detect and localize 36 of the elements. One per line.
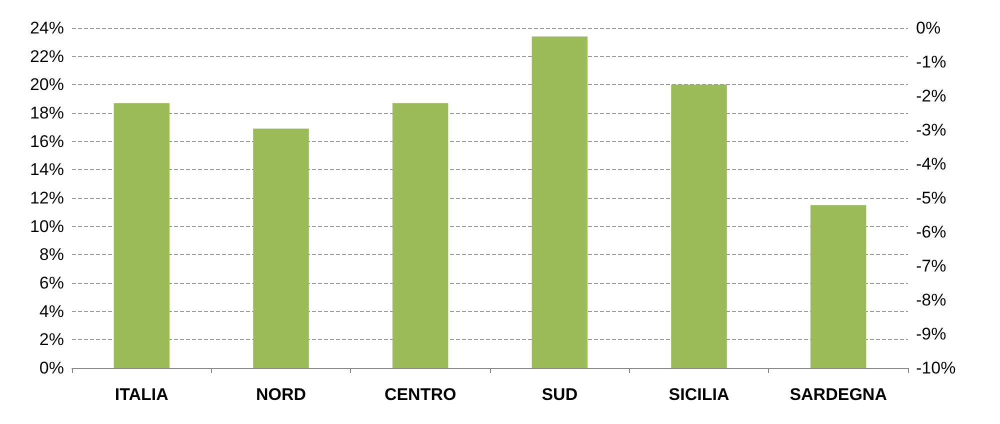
y-tick-label: 12% [30,188,64,208]
y2-tick-label: 0% [916,18,941,38]
y-tick-label: 4% [39,302,64,321]
x-tick-label: CENTRO [384,385,456,404]
y-tick-label: 10% [30,216,64,236]
y2-tick-label: -9% [916,324,946,344]
y-tick-label: 2% [39,330,64,350]
y2-tick-label: -5% [916,188,946,208]
y2-tick-label: -2% [916,86,946,106]
x-tick-label: SARDEGNA [790,385,887,404]
y2-tick-label: -4% [916,154,946,174]
y-tick-label: 24% [30,18,64,38]
y2-tick-label: -7% [916,256,946,276]
x-tick-label: SICILIA [668,385,730,404]
y2-tick-label: -10% [916,358,956,378]
x-tick-label: ITALIA [114,385,168,404]
y-tick-label: 6% [39,274,64,292]
y-tick-label: 20% [30,75,64,94]
y2-tick-label: -3% [916,120,946,140]
x-tick-label: NORD [256,385,306,404]
y2-tick-label: -8% [916,290,946,310]
y-tick-label: 8% [39,245,64,264]
y-tick-label: 14% [30,160,64,180]
y-tick-label: 22% [30,46,64,66]
bar [114,103,170,368]
x-tick-label: SUD [542,385,578,404]
bar [253,128,309,368]
bar [810,205,866,368]
bar [671,84,727,368]
y2-tick-label: -1% [916,52,946,72]
bar [532,36,588,368]
y-tick-label: 16% [30,132,64,151]
y2-tick-label: -6% [916,222,946,242]
y-tick-label: 18% [30,104,64,122]
y-tick-label: 0% [39,358,64,378]
bar [392,103,448,368]
